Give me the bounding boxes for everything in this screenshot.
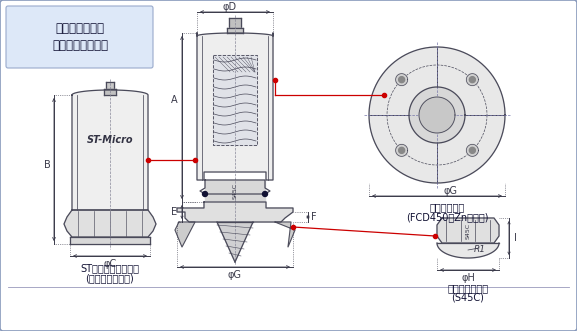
Text: (FCD450、Znメッキ): (FCD450、Znメッキ) (406, 212, 488, 222)
Text: 円形プレート: 円形プレート (429, 202, 464, 212)
Text: φD: φD (223, 2, 237, 12)
Circle shape (203, 192, 208, 197)
Polygon shape (229, 18, 241, 28)
Polygon shape (396, 73, 407, 86)
Polygon shape (217, 222, 253, 262)
Polygon shape (437, 243, 499, 258)
Text: S45C: S45C (233, 183, 238, 199)
Text: (S45C): (S45C) (452, 292, 485, 302)
Polygon shape (197, 33, 273, 180)
Text: 球面六角ナット: 球面六角ナット (447, 283, 489, 293)
Polygon shape (399, 77, 404, 83)
Polygon shape (469, 77, 475, 83)
Text: A: A (171, 95, 177, 105)
Text: φC: φC (103, 259, 117, 269)
Text: φH: φH (461, 273, 475, 283)
Circle shape (263, 192, 268, 197)
Polygon shape (275, 222, 295, 247)
Polygon shape (396, 144, 407, 156)
Polygon shape (175, 222, 195, 247)
Text: 自穿孔ボルト、
背面二次注入の例: 自穿孔ボルト、 背面二次注入の例 (52, 22, 108, 52)
Polygon shape (64, 210, 156, 237)
Text: STマイクロキャップ: STマイクロキャップ (81, 263, 140, 273)
Text: I: I (514, 233, 516, 243)
Polygon shape (106, 82, 114, 89)
Text: B: B (44, 160, 50, 170)
Polygon shape (369, 47, 505, 183)
Text: F: F (311, 212, 317, 222)
FancyBboxPatch shape (6, 6, 153, 68)
Polygon shape (437, 218, 499, 243)
Text: R1: R1 (474, 246, 486, 255)
Polygon shape (177, 202, 293, 222)
Polygon shape (104, 89, 116, 95)
Text: (アルミ合金鑄物): (アルミ合金鑄物) (85, 273, 134, 283)
Polygon shape (399, 147, 404, 153)
Text: φG: φG (228, 270, 242, 280)
Polygon shape (409, 87, 465, 143)
Polygon shape (227, 28, 243, 33)
Text: ST-Micro: ST-Micro (87, 135, 133, 145)
Polygon shape (72, 90, 148, 210)
Text: E: E (171, 207, 177, 217)
Text: φG: φG (444, 186, 458, 196)
Polygon shape (419, 97, 455, 133)
Polygon shape (469, 147, 475, 153)
Polygon shape (466, 144, 478, 156)
Polygon shape (205, 180, 265, 202)
Polygon shape (466, 73, 478, 86)
Polygon shape (70, 237, 150, 244)
Text: S45C: S45C (466, 223, 470, 239)
Polygon shape (213, 55, 257, 145)
